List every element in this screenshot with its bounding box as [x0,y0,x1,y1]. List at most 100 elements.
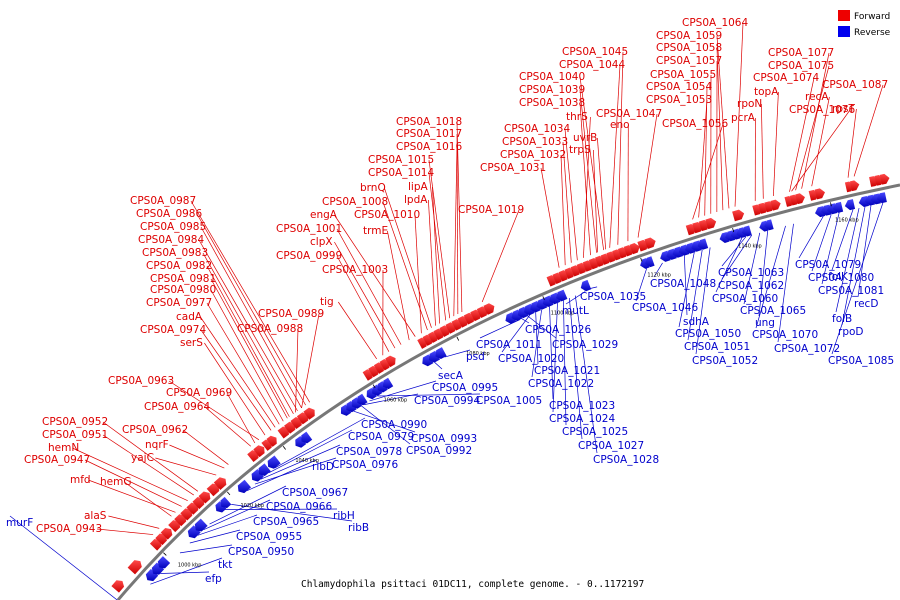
reverse-gene-label: CPS0A_1070 [752,329,818,341]
forward-gene-label: CPS0A_1059 [656,30,722,42]
forward-connector [295,328,299,413]
reverse-gene-label: recD [854,298,878,310]
forward-connector [453,146,458,317]
forward-connector [795,65,830,191]
forward-connector [847,108,857,178]
reverse-gene-label: CPS0A_1080 [808,272,874,284]
forward-gene-label: CPS0A_1034 [504,123,570,135]
forward-gene-label: CPS0A_0986 [136,208,202,220]
forward-gene-label: CPS0A_0988 [237,323,303,335]
reverse-gene-label: CPS0A_1024 [549,413,615,425]
reverse-gene-label: CPS0A_1072 [774,343,840,355]
forward-gene-label: CPS0A_0964 [144,401,210,413]
reverse-connector [563,300,567,426]
forward-connector [562,141,572,263]
reverse-gene-label: CPS0A_0978 [336,446,402,458]
kbp-tick-mark [830,202,832,207]
forward-gene-label: CPS0A_0982 [146,260,212,272]
kbp-tick-mark [163,552,167,556]
forward-gene-label: pcrA [731,112,756,124]
kbp-tick-label: 1000 kbp [178,563,202,569]
forward-connector [456,133,459,315]
reverse-gene-arrow [422,354,434,367]
forward-gene-label: uvrB [573,132,597,144]
forward-connector [200,316,276,428]
reverse-connector [363,393,419,406]
forward-gene-arrow [155,533,167,546]
forward-gene-arrow [732,209,745,222]
reverse-gene-arrow [505,312,517,324]
forward-connector [428,199,436,326]
forward-gene-arrow [206,483,220,497]
forward-connector [202,252,294,414]
reverse-gene-label: CPS0A_0994 [414,395,480,407]
reverse-gene-arrow [194,518,208,532]
reverse-gene-arrow [556,289,568,302]
forward-gene-label: CPS0A_1003 [322,264,388,276]
forward-gene-label: CPS0A_1019 [458,204,524,216]
reverse-connector [678,252,695,328]
reverse-connector [743,232,761,305]
forward-connector [540,167,560,268]
reverse-gene-label: CPS0A_1046 [632,302,698,314]
forward-gene-label: CPS0A_0963 [108,375,174,387]
reverse-connector [160,571,210,574]
forward-gene-label: CPS0A_0980 [150,284,216,296]
reverse-gene-label: sdhA [683,316,710,328]
forward-gene-arrow [463,312,475,325]
forward-gene-label: thrS [566,111,588,123]
forward-connector [716,47,724,211]
forward-gene-label: rpsT [832,103,855,115]
forward-gene-label: CPS0A_0983 [142,247,208,259]
reverse-gene-label: CPS0A_0992 [406,445,472,457]
reverse-gene-label: CPS0A_1020 [498,353,564,365]
forward-gene-arrow [795,193,805,205]
kbp-tick-label: 1160 kbp [835,218,859,224]
reverse-gene-arrow [145,568,159,582]
forward-gene-label: trmE [363,225,388,237]
reverse-gene-arrow [351,397,363,409]
reverse-gene-arrow [157,556,171,569]
forward-gene-arrow [290,416,302,430]
reverse-gene-arrow [295,435,307,448]
kbp-tick-label: 1100 kbp [551,311,575,317]
reverse-connector [501,314,531,353]
reverse-gene-label: CPS0A_1026 [525,324,591,336]
forward-gene-label: CPS0A_1056 [662,118,728,130]
forward-gene-arrow [770,199,781,211]
kbp-tick-mark [732,228,735,233]
forward-gene-label: CPS0A_1016 [396,141,462,153]
reverse-gene-label: rpoD [838,326,864,338]
forward-connector [791,109,851,192]
forward-connector [336,228,402,345]
forward-connector [206,302,280,425]
forward-gene-label: CPS0A_1001 [276,223,342,235]
reverse-gene-label: CPS0A_0993 [411,433,477,445]
reverse-gene-label: CPS0A_1022 [528,378,594,390]
forward-gene-label: CPS0A_1053 [646,94,712,106]
kbp-tick-label: 1020 kbp [240,503,264,509]
reverse-connector [574,295,598,454]
reverse-connector [635,268,647,302]
reverse-gene-arrow [517,306,529,319]
reverse-gene-label: CPS0A_1065 [740,305,806,317]
forward-gene-arrow [629,243,640,255]
forward-gene-arrow [303,407,315,420]
reverse-connector [203,499,271,530]
forward-gene-label: CPS0A_1010 [354,209,420,221]
legend-forward-swatch [838,10,850,21]
reverse-connector [531,309,542,378]
forward-gene-label: CPS0A_1008 [322,196,388,208]
forward-gene-label: CPS0A_0985 [140,221,206,233]
forward-connector [734,22,744,207]
kbp-tick-label: 1120 kbp [647,273,671,279]
reverse-connector [683,255,688,316]
genome-caption: Chlamydophila psittaci 01DC11, complete … [301,579,644,590]
forward-gene-label: CPS0A_0981 [150,273,216,285]
forward-connector [384,187,432,328]
forward-gene-label: CPS0A_1017 [396,128,462,140]
forward-gene-arrow [149,538,162,551]
forward-gene-label: CPS0A_1032 [500,149,566,161]
forward-connector [811,96,830,187]
reverse-gene-arrow [435,347,447,360]
